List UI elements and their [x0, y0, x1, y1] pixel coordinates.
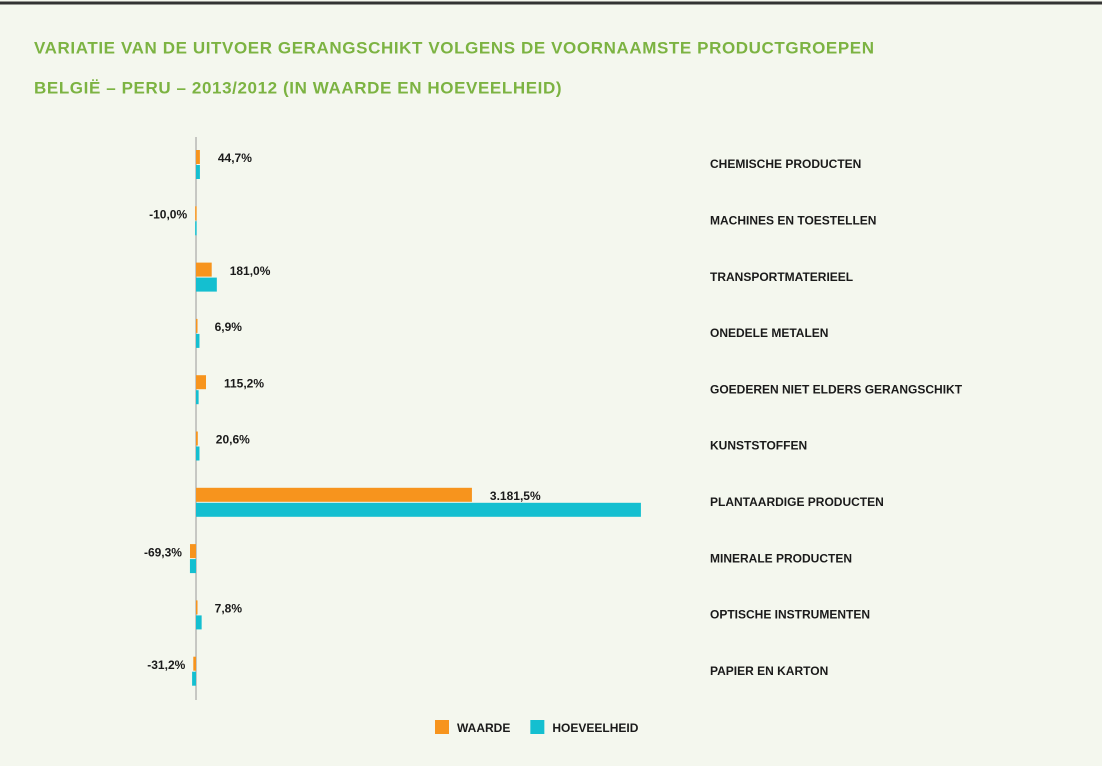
legend-swatch [530, 720, 545, 734]
value-label: 6,9% [215, 320, 243, 334]
bar [193, 656, 197, 671]
bar [196, 277, 217, 292]
category-label: TRANSPORTMATERIEEL [710, 270, 853, 284]
value-label: 44,7% [218, 151, 252, 165]
legend-label: WAARDE [457, 721, 510, 735]
bar [196, 431, 198, 446]
value-label: 7,8% [215, 602, 243, 616]
legend-label: HOEVEELHEID [552, 721, 638, 735]
bar [189, 559, 197, 574]
value-label: -10,0% [149, 207, 187, 221]
bar [196, 165, 200, 179]
bar [196, 502, 641, 517]
category-label: CHEMISCHE PRODUCTEN [710, 157, 861, 171]
bar [196, 487, 472, 502]
bar [196, 150, 200, 164]
category-label: ONEDELE METALEN [710, 326, 828, 340]
value-label: 3.181,5% [490, 489, 541, 503]
legend-swatch [435, 720, 449, 734]
value-label: -31,2% [147, 658, 185, 672]
bar [195, 221, 197, 236]
category-label: MACHINES EN TOESTELLEN [710, 213, 876, 227]
category-label: PLANTAARDIGE PRODUCTEN [710, 495, 884, 509]
bar [196, 375, 206, 390]
bar [196, 318, 198, 333]
category-label: MINERALE PRODUCTEN [710, 551, 852, 565]
value-label: 115,2% [224, 376, 264, 390]
bar [196, 600, 198, 615]
value-label: 20,6% [216, 433, 250, 447]
category-label: KUNSTSTOFFEN [710, 439, 807, 453]
chart-title: VARIATIE VAN DE UITVOER GERANGSCHIKT VOL… [34, 38, 875, 57]
bar [195, 206, 197, 221]
category-label: OPTISCHE INSTRUMENTEN [710, 608, 870, 622]
bar [196, 262, 212, 277]
chart-subtitle: BELGIË – PERU – 2013/2012 (IN WAARDE EN … [34, 78, 562, 97]
bar [196, 390, 199, 405]
category-label: GOEDEREN NIET ELDERS GERANGSCHIKT [710, 382, 963, 396]
bar [192, 671, 197, 686]
value-label: -69,3% [144, 545, 182, 559]
category-label: PAPIER EN KARTON [710, 664, 828, 678]
bar [196, 615, 202, 630]
value-label: 181,0% [230, 264, 271, 278]
bar [196, 446, 200, 461]
bar [189, 544, 197, 559]
bar [196, 333, 200, 348]
